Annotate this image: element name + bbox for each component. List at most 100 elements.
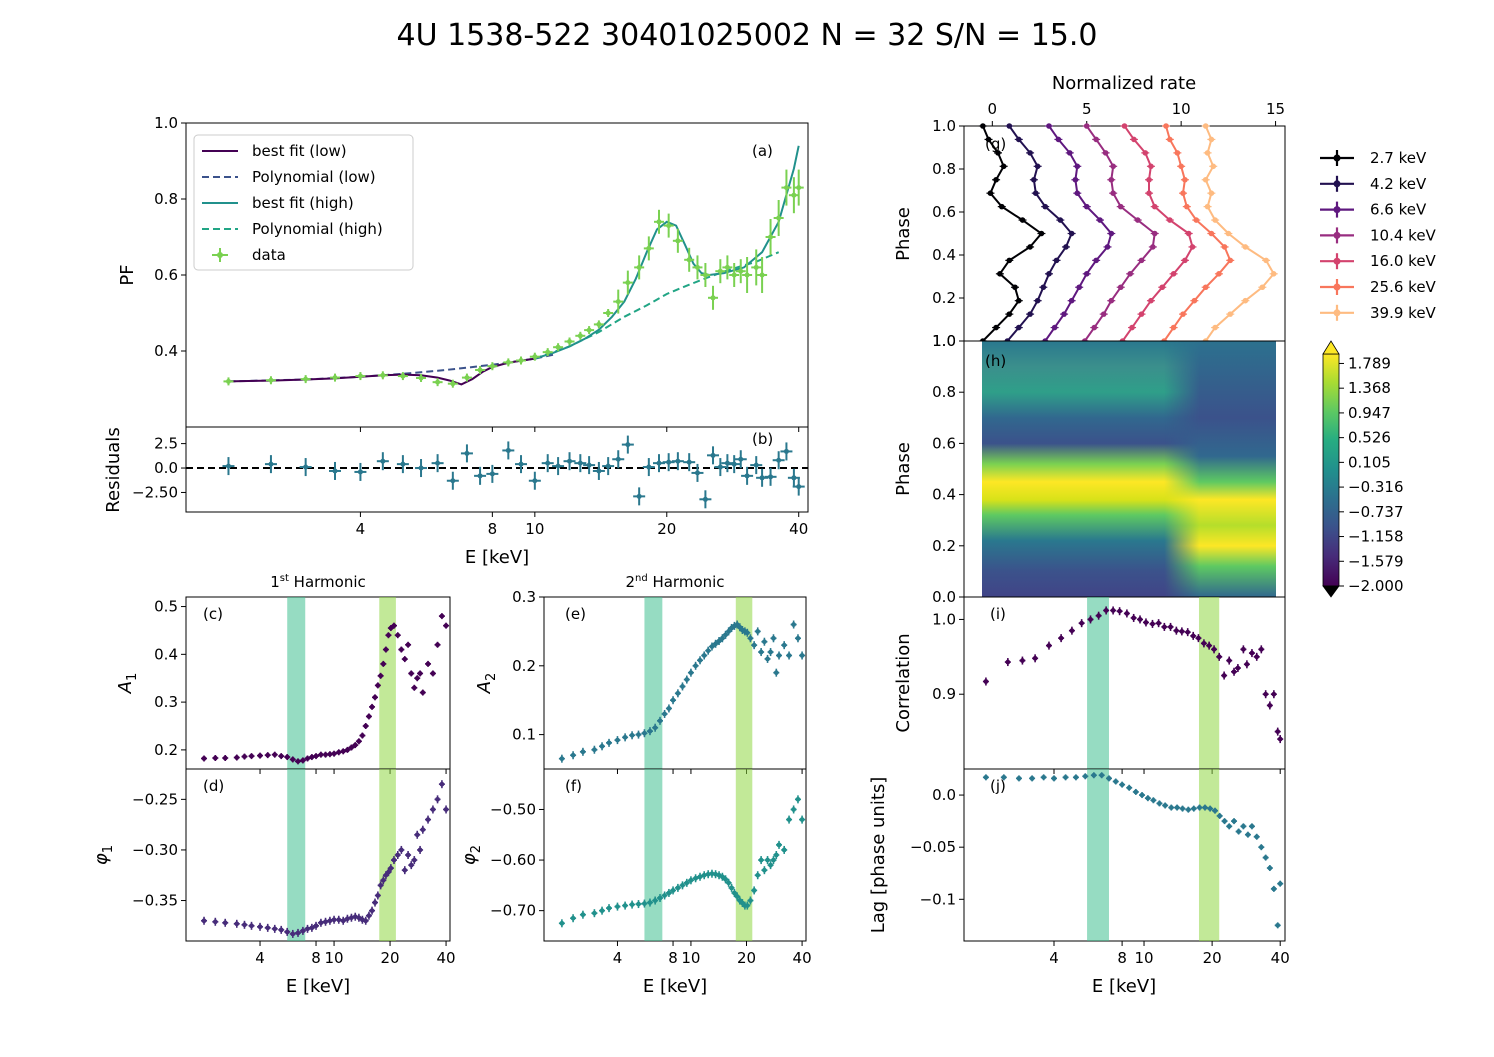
colorbar-tick-label: 0.526 [1348, 429, 1391, 447]
data-point [398, 847, 404, 853]
data-point [783, 185, 789, 191]
ytick-label: 0.1 [512, 726, 536, 744]
profile-point [1142, 150, 1149, 156]
data-point [375, 893, 381, 898]
data-point [758, 857, 764, 863]
resid-point [435, 460, 441, 466]
data-point [744, 630, 750, 636]
data-point [657, 718, 663, 724]
data-point [744, 903, 750, 908]
data-point [313, 923, 319, 929]
profile-point [1110, 163, 1116, 170]
data-point [225, 378, 231, 384]
energy-band-high [379, 769, 396, 941]
profile-point [1131, 136, 1137, 143]
data-point [717, 268, 723, 274]
data-point [1277, 736, 1283, 742]
data-point [356, 915, 362, 921]
profile-point [1184, 203, 1190, 210]
data-point [555, 344, 561, 350]
data-point [606, 740, 612, 746]
profile-point [1034, 163, 1041, 170]
profile-point [1066, 150, 1073, 156]
data-point [768, 862, 773, 868]
profile-point [987, 190, 994, 196]
data-point [1222, 818, 1227, 824]
polynomial-low-line [228, 353, 554, 383]
data-point [323, 919, 328, 925]
energy-band-low [644, 769, 663, 941]
ylabel-pf: PF [117, 264, 138, 285]
data-point [408, 862, 414, 868]
data-point [625, 280, 631, 286]
resid-point [418, 465, 424, 471]
data-point [636, 901, 641, 907]
data-point [1058, 635, 1064, 641]
data-point [1254, 654, 1260, 660]
data-point [323, 752, 328, 758]
xlabel-d: E [keV] [286, 976, 350, 997]
legend-label: 39.9 keV [1370, 304, 1437, 322]
data-point [1258, 646, 1264, 652]
profile-point [1212, 217, 1218, 223]
data-point [1041, 774, 1047, 780]
data-point [983, 774, 989, 780]
data-point [1051, 775, 1057, 781]
legend-marker [1333, 257, 1341, 265]
data-point [378, 882, 384, 888]
profile-point [1027, 244, 1033, 250]
ylabel-a2: A2 [474, 673, 499, 695]
data-point [773, 670, 779, 676]
data-point [477, 367, 483, 373]
data-point [380, 372, 386, 378]
profile-point [985, 136, 992, 143]
profile-point [1151, 203, 1158, 210]
profile-point [1093, 257, 1099, 264]
resid-point [380, 458, 386, 464]
resid-point [586, 462, 592, 468]
data-point [758, 649, 764, 655]
resid-point [675, 458, 681, 464]
data-point [1202, 805, 1208, 810]
profile-point [1242, 297, 1249, 304]
data-point [729, 885, 734, 891]
profile-point [1182, 176, 1188, 183]
data-point [670, 697, 676, 703]
profile-point [1042, 203, 1048, 210]
data-point [791, 192, 797, 198]
data-point [222, 920, 228, 926]
figure-title: 4U 1538-522 30401025002 N = 32 S/N = 15.… [396, 18, 1097, 53]
ytick-label: 0.9 [932, 685, 956, 703]
data-point [1245, 832, 1251, 838]
data-point [1001, 774, 1007, 780]
energy-band-high [379, 597, 396, 769]
xtick-label: 40 [1271, 949, 1290, 967]
ytick-label: −0.70 [490, 902, 536, 920]
data-point [768, 649, 773, 655]
data-point [395, 852, 401, 858]
data-point [697, 657, 703, 663]
data-point [693, 875, 699, 881]
data-point [372, 900, 378, 905]
legend-label: Polynomial (low) [252, 168, 376, 186]
ytick-label: 1.0 [932, 610, 956, 628]
resid-point [464, 450, 470, 456]
data-point [622, 734, 628, 740]
data-point [615, 299, 621, 305]
ylabel-phi2: φ2 [459, 845, 484, 865]
data-point [489, 363, 495, 369]
data-point [1119, 782, 1125, 788]
panel-i: 0.9 1.0 (i) Correlation [893, 596, 1286, 774]
data-point [388, 865, 394, 871]
profile-point [1006, 257, 1013, 264]
colorbar-tick-label: −1.158 [1348, 528, 1404, 546]
ytick-label: 0.6 [932, 203, 956, 221]
data-point [303, 376, 309, 382]
xlabel-f: E [keV] [643, 976, 707, 997]
profile-line [1204, 125, 1275, 342]
profile-point [1121, 123, 1128, 129]
ytick-label: 0.2 [932, 537, 956, 555]
panel-label-a: (a) [752, 142, 773, 160]
data-point [606, 905, 612, 911]
colorbar-top-arrow [1322, 340, 1340, 355]
